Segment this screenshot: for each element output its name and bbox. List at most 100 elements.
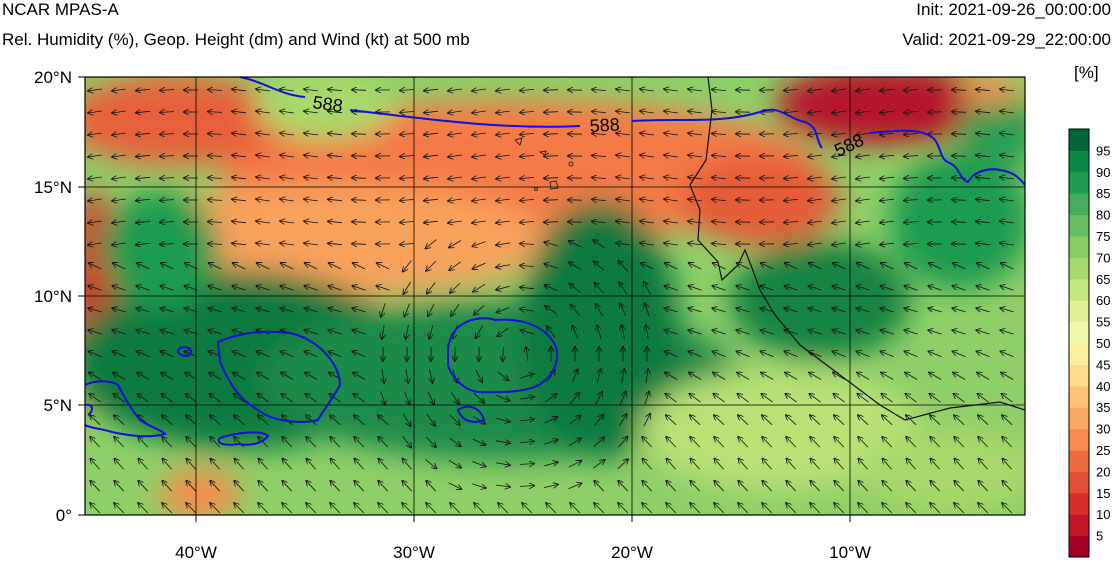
wind-arrow (594, 481, 604, 492)
wind-arrow (952, 112, 967, 113)
wind-arrow (858, 503, 869, 514)
wind-arrow (186, 481, 196, 492)
wind-arrow (832, 199, 846, 201)
wind-arrow (282, 481, 292, 492)
wind-arrow (503, 346, 504, 361)
wind-arrow (646, 325, 648, 339)
colorbar-swatch (1069, 150, 1089, 173)
wind-arrow (472, 89, 486, 91)
wind-arrow (1000, 89, 1014, 91)
wind-arrow (572, 326, 579, 339)
wind-arrow (808, 199, 822, 201)
wind-arrow (305, 394, 317, 403)
wind-arrow (665, 263, 678, 270)
wind-arrow (328, 330, 342, 335)
wind-arrow (160, 156, 175, 157)
wind-arrow (209, 373, 222, 380)
wind-arrow (544, 90, 559, 91)
wind-arrow (642, 437, 653, 448)
wind-arrow (882, 503, 893, 514)
wind-arrow (400, 244, 415, 245)
wind-arrow (976, 177, 991, 178)
wind-arrow (832, 89, 846, 91)
wind-arrow (1001, 373, 1014, 380)
wind-arrow (472, 155, 486, 157)
wind-arrow (1000, 308, 1014, 312)
wind-arrow (594, 503, 605, 514)
wind-arrow (88, 199, 102, 201)
wind-arrow (880, 133, 895, 135)
wind-arrow (688, 330, 702, 335)
wind-arrow (929, 394, 941, 403)
wind-arrow (597, 325, 602, 339)
wind-arrow (136, 330, 150, 335)
wind-arrow (378, 437, 389, 448)
wind-arrow (496, 441, 510, 444)
wind-arrow (520, 330, 534, 335)
wind-arrow (880, 89, 895, 91)
wind-arrow (352, 330, 366, 335)
wind-arrow (832, 177, 846, 179)
wind-arrow (904, 112, 919, 113)
wind-arrow (232, 286, 246, 291)
wind-arrow (808, 177, 822, 179)
wind-arrow (689, 373, 702, 380)
wind-arrow (809, 263, 822, 270)
wind-arrow (88, 243, 102, 245)
wind-arrow (234, 459, 244, 470)
wind-arrow (616, 133, 630, 135)
wind-arrow (208, 222, 223, 223)
wind-arrow (352, 134, 367, 135)
contour-588-small1 (217, 431, 270, 446)
wind-arrow (448, 133, 462, 135)
wind-arrow (906, 503, 917, 514)
wind-arrow (472, 438, 486, 445)
wind-arrow (186, 415, 197, 426)
wind-arrow (472, 221, 486, 223)
wind-arrow (714, 459, 724, 470)
wind-arrow (689, 263, 702, 270)
wind-arrow (520, 177, 535, 178)
wind-arrow (736, 330, 750, 335)
wind-arrow (426, 481, 436, 492)
wind-arrow (378, 503, 389, 514)
wind-arrow (353, 351, 366, 358)
wind-arrow (353, 394, 365, 403)
wind-arrow (328, 89, 343, 90)
colorbar-swatch (1069, 385, 1089, 408)
wind-arrow (90, 481, 100, 492)
wind-arrow (354, 481, 364, 492)
wind-arrow (496, 265, 510, 268)
wind-arrow (352, 222, 367, 223)
wind-arrow (330, 459, 340, 470)
wind-arrow (304, 286, 318, 291)
colorbar: 5 10 15 20 25 30 35 40 45 50 55 60 65 70 75 80 85 90 95 (1068, 128, 1110, 558)
wind-arrow (234, 481, 244, 492)
wind-arrow (1001, 351, 1014, 358)
wind-arrow (474, 305, 485, 314)
wind-arrow (592, 155, 607, 156)
wind-arrow (592, 89, 607, 90)
wind-arrow (256, 177, 270, 179)
wind-arrow (305, 373, 318, 380)
wind-arrow (448, 221, 462, 223)
wind-arrow (880, 330, 894, 335)
wind-arrow (208, 244, 223, 245)
wind-arrow (88, 133, 102, 135)
wind-arrow (952, 90, 967, 91)
wind-arrow (136, 155, 151, 156)
colorbar-label: 30 (1096, 422, 1110, 437)
wind-arrow (112, 199, 126, 201)
wind-arrow (112, 133, 126, 135)
height-contours (85, 77, 1025, 446)
wind-arrow (784, 155, 799, 156)
y-tick-15n: 15°N (34, 178, 72, 197)
colorbar-label: 70 (1096, 250, 1110, 265)
wind-arrow (712, 89, 727, 90)
wind-arrow (473, 262, 486, 269)
wind-arrow (233, 394, 245, 403)
wind-arrow (545, 285, 558, 292)
wind-arrow (304, 133, 318, 135)
wind-arrow (330, 503, 341, 514)
wind-arrow (234, 415, 245, 426)
